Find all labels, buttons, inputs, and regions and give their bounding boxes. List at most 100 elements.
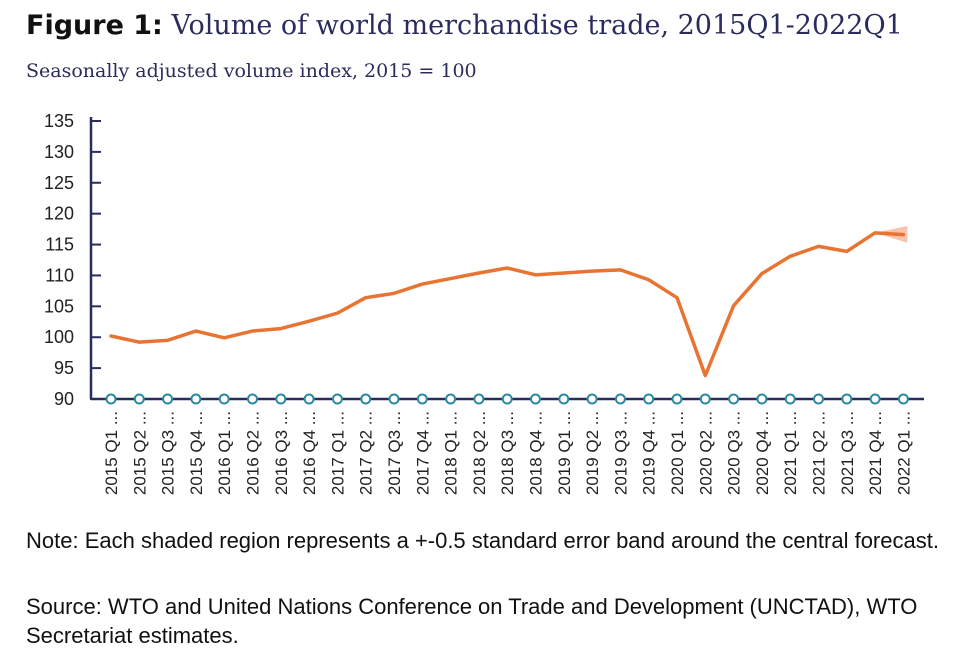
x-tick-label: 2020 Q1 ... (668, 411, 687, 495)
x-category-marker (699, 393, 711, 405)
data-point (505, 266, 509, 270)
data-point (873, 231, 877, 235)
x-category-marker (105, 393, 117, 405)
data-point (194, 329, 198, 333)
figure-title-text: Volume of world merchandise trade, 2015Q… (171, 10, 903, 41)
x-category-marker (275, 393, 287, 405)
x-tick-label: 2017 Q1 ... (328, 411, 347, 495)
x-tick-label: 2018 Q2 ... (470, 411, 489, 495)
x-category-marker (190, 393, 202, 405)
y-tick-label: 90 (54, 389, 74, 409)
x-tick-label: 2015 Q1 ... (102, 411, 121, 495)
y-tick-label: 125 (44, 173, 74, 193)
x-tick-label: 2018 Q4 ... (527, 411, 546, 495)
data-point (817, 244, 820, 248)
x-tick-label: 2016 Q1 ... (215, 411, 234, 495)
x-tick-label: 2017 Q4 ... (413, 411, 432, 495)
data-point (590, 269, 594, 273)
x-category-marker (473, 393, 485, 405)
data-point (364, 296, 368, 300)
data-point (222, 336, 226, 340)
x-tick-label: 2019 Q1 ... (555, 411, 574, 495)
x-tick-label: 2020 Q4 ... (753, 411, 772, 495)
x-tick-label: 2016 Q2 ... (244, 411, 263, 495)
x-category-marker (360, 393, 372, 405)
x-category-marker (728, 393, 740, 405)
y-tick-label: 100 (44, 327, 74, 347)
x-category-marker (331, 393, 343, 405)
y-tick-label: 135 (44, 111, 74, 131)
data-point (901, 233, 905, 237)
x-category-marker (445, 393, 457, 405)
x-tick-label: 2022 Q1 ... (894, 411, 913, 495)
x-category-marker (558, 393, 570, 405)
y-tick-label: 110 (45, 265, 74, 285)
y-tick-label: 105 (44, 296, 74, 316)
x-category-marker (643, 393, 655, 405)
x-category-marker (756, 393, 768, 405)
data-point (534, 273, 537, 277)
x-category-marker (247, 393, 258, 405)
x-tick-label: 2017 Q2 ... (357, 411, 376, 495)
series-line (109, 231, 906, 378)
data-point (675, 296, 679, 300)
x-tick-label: 2021 Q2 ... (810, 411, 829, 495)
x-tick-label: 2018 Q3 ... (498, 411, 517, 495)
x-tick-label: 2020 Q2 ... (696, 411, 715, 495)
x-category-marker (218, 393, 230, 405)
x-tick-label: 2018 Q1 ... (442, 411, 461, 495)
x-category-marker (388, 393, 400, 405)
data-point (845, 249, 849, 253)
x-tick-label: 2016 Q3 ... (272, 411, 291, 495)
x-category-marker (813, 393, 824, 405)
y-tick-label: 130 (44, 142, 74, 162)
data-point (618, 268, 622, 272)
x-category-marker (530, 393, 541, 405)
y-tick-label: 120 (44, 204, 74, 224)
data-point (392, 291, 396, 295)
x-tick-label: 2021 Q3 ... (838, 411, 857, 495)
x-category-marker (784, 393, 796, 405)
x-tick-label: 2019 Q2 ... (583, 411, 602, 495)
data-point (760, 272, 764, 276)
x-category-marker (614, 393, 626, 405)
data-point (307, 319, 311, 323)
x-category-marker (671, 393, 683, 405)
x-category-marker (416, 393, 428, 405)
data-point (703, 374, 707, 378)
x-category-marker (133, 393, 145, 405)
x-tick-label: 2021 Q1 ... (781, 411, 800, 495)
data-point (137, 340, 141, 344)
x-tick-label: 2020 Q3 ... (725, 411, 744, 495)
x-tick-label: 2019 Q3 ... (611, 411, 630, 495)
data-point (562, 271, 566, 275)
x-category-marker (586, 393, 598, 405)
chart-note: Note: Each shaded region represents a +-… (26, 528, 939, 553)
data-point (420, 282, 424, 286)
chart-source: Source: WTO and United Nations Conferenc… (26, 594, 918, 648)
data-point (732, 304, 736, 308)
x-category-marker (841, 393, 853, 405)
x-category-marker (303, 393, 315, 405)
data-point (647, 278, 651, 282)
y-tick-label: 115 (45, 235, 74, 255)
chart-subtitle: Seasonally adjusted volume index, 2015 =… (26, 60, 477, 82)
data-point (335, 311, 339, 315)
data-point (251, 329, 254, 333)
data-point (449, 277, 453, 281)
x-category-marker (501, 393, 513, 405)
line-chart: 90 95 100 105 110 115 120 125 130 135 2015 Q1 ... 2… (44, 111, 924, 495)
data-point (279, 327, 283, 331)
data-point (788, 254, 792, 258)
chart-title: Figure 1: Volume of world merchandise tr… (26, 10, 903, 41)
data-point (109, 334, 113, 338)
y-tick-label: 95 (54, 358, 74, 378)
x-tick-label: 2021 Q4 ... (866, 411, 885, 495)
x-tick-label: 2016 Q4 ... (300, 411, 319, 495)
x-category-marker (897, 393, 909, 405)
x-tick-label: 2019 Q4 ... (640, 411, 659, 495)
x-category-marker (869, 393, 881, 405)
data-point (166, 338, 170, 342)
x-tick-label: 2015 Q2 ... (130, 411, 149, 495)
x-tick-label: 2015 Q4 ... (187, 411, 206, 495)
